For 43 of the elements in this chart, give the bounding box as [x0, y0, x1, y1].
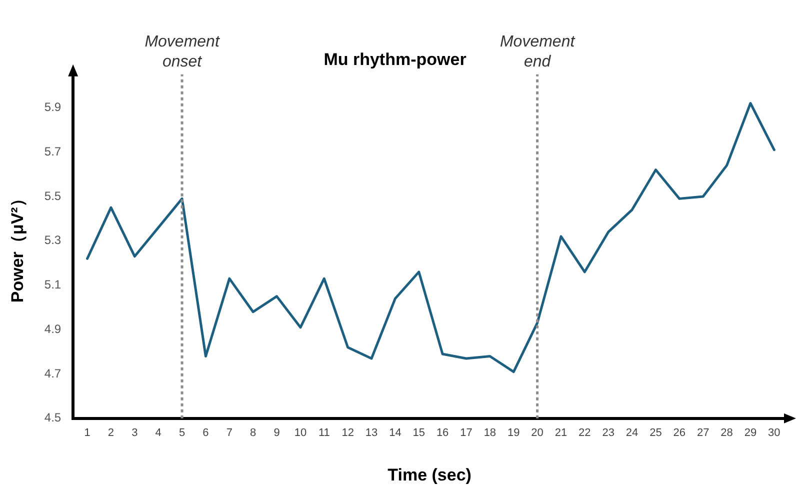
- x-tick-label: 11: [318, 427, 330, 440]
- x-tick-label: 1: [84, 427, 90, 440]
- x-tick-label: 23: [602, 427, 614, 440]
- x-tick-label: 18: [484, 427, 496, 440]
- y-tick-label: 5.7: [44, 144, 62, 158]
- y-tick-label: 5.3: [44, 233, 62, 248]
- x-tick-label: 5: [178, 427, 186, 440]
- y-tick-label: 4.9: [44, 322, 62, 336]
- x-tick-label: 3: [132, 427, 138, 440]
- y-tick-label: 5.5: [44, 188, 62, 203]
- x-tick-label: 22: [578, 427, 591, 440]
- x-tick-label: 10: [294, 427, 307, 440]
- x-tick-label: 29: [744, 427, 757, 440]
- x-tick-label: 19: [508, 427, 520, 440]
- x-tick-label: 17: [460, 427, 472, 440]
- y-tick-label: 5.1: [44, 278, 62, 292]
- x-tick-label: 2: [108, 427, 114, 440]
- x-tick-label: 15: [412, 427, 426, 440]
- x-tick-label: 12: [342, 427, 354, 440]
- y-tick-label: 5.9: [44, 100, 62, 114]
- x-tick-label: 28: [720, 427, 733, 440]
- y-tick-label: 4.5: [44, 410, 62, 425]
- x-tick-label: 21: [554, 427, 568, 440]
- x-axis-title: Time (sec): [388, 465, 472, 484]
- x-tick-label: 14: [389, 427, 402, 440]
- x-tick-label: 20: [531, 427, 544, 440]
- x-tick-label: 4: [155, 427, 162, 440]
- x-tick-label: 24: [626, 427, 638, 440]
- x-tick-label: 13: [365, 427, 378, 440]
- x-tick-label: 6: [202, 427, 209, 440]
- ref-line-label: Movement end: [500, 33, 576, 70]
- x-tick-label: 25: [650, 427, 662, 440]
- y-axis-title: Power（μV²）: [8, 190, 27, 303]
- x-tick-label: 8: [250, 427, 256, 440]
- x-tick-label: 26: [673, 427, 686, 440]
- x-tick-label: 16: [436, 427, 449, 440]
- x-tick-label: 7: [226, 427, 232, 440]
- y-tick-label: 4.7: [44, 366, 62, 380]
- x-tick-label: 30: [768, 427, 780, 440]
- ref-line-label: Movement onset: [144, 33, 220, 70]
- x-tick-label: 9: [274, 427, 280, 440]
- chart-title: Mu rhythm-power: [324, 50, 467, 69]
- x-tick-label: 27: [696, 427, 710, 440]
